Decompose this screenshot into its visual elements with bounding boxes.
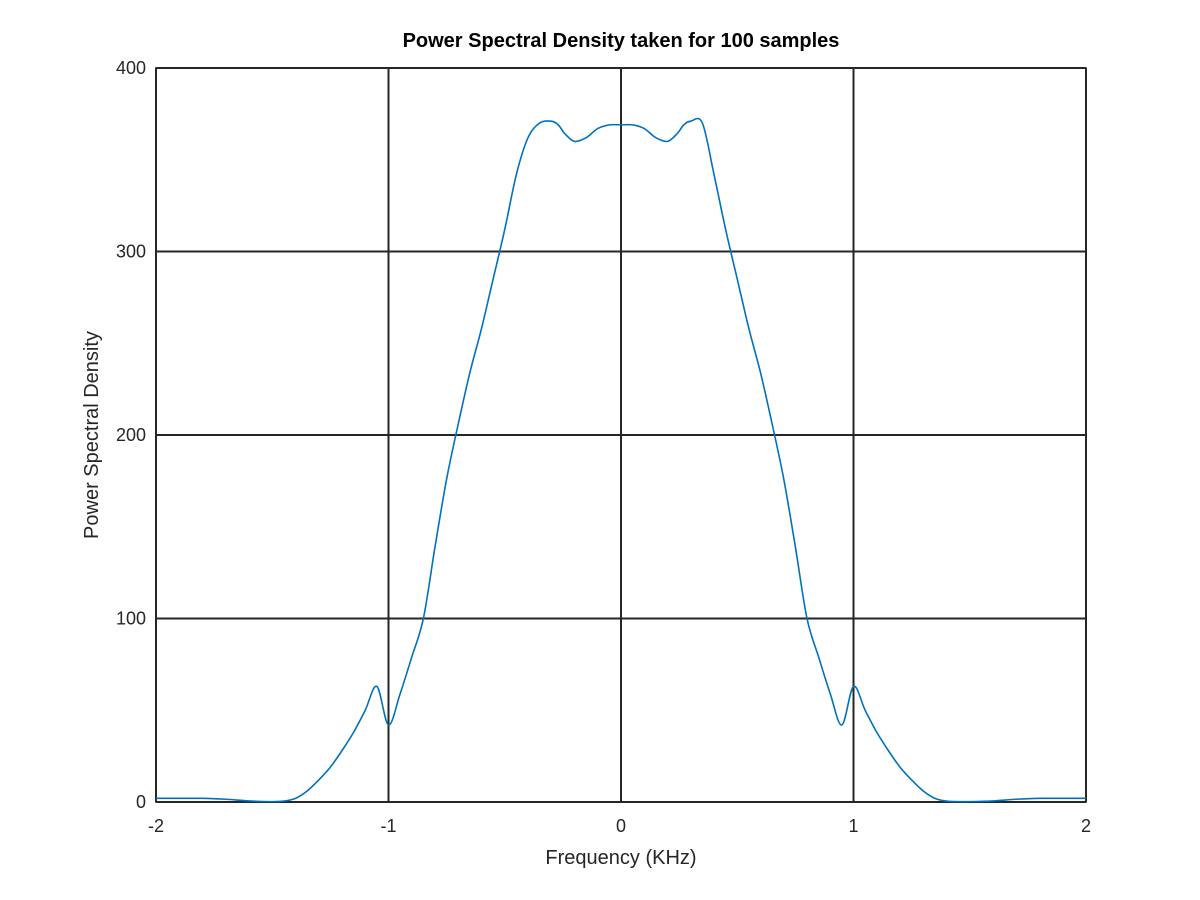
series-layer (155, 117, 1086, 803)
x-tick-label: -2 (148, 816, 164, 836)
y-tick-label: 200 (116, 425, 146, 445)
chart-title: Power Spectral Density taken for 100 sam… (403, 30, 840, 52)
grid-layer (155, 67, 1087, 803)
y-tick-label: 100 (116, 609, 146, 629)
x-tick-label: -1 (380, 816, 396, 836)
x-tick-label: 1 (848, 816, 858, 836)
x-axis-label: Frequency (KHz) (545, 847, 696, 869)
x-tick-label: 2 (1081, 816, 1091, 836)
y-tick-label: 300 (116, 242, 146, 262)
psd-series-line (155, 117, 1086, 803)
tick-layer: -2 -1 0 1 2 0 100 200 300 400 (116, 58, 1091, 836)
y-tick-label: 0 (136, 792, 146, 812)
y-tick-label: 400 (116, 58, 146, 78)
x-tick-label: 0 (616, 816, 626, 836)
y-axis-label: Power Spectral Density (81, 331, 103, 539)
